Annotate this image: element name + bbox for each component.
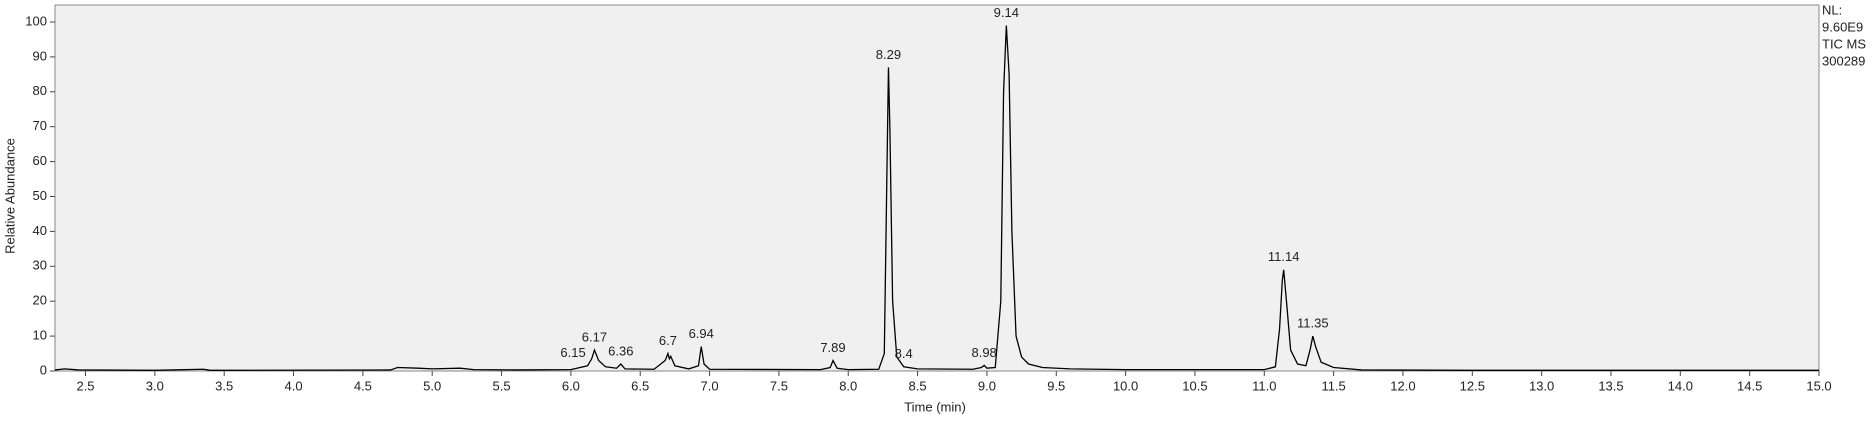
peak-label: 6.17 (582, 329, 607, 344)
x-tick-label: 10.5 (1182, 378, 1207, 393)
peak-label: 6.94 (689, 326, 714, 341)
x-tick-label: 4.0 (284, 378, 302, 393)
x-tick-label: 10.0 (1113, 378, 1138, 393)
x-tick-label: 9.0 (978, 378, 996, 393)
chromatogram-line (54, 25, 1819, 371)
y-tick-label: 30 (33, 258, 47, 273)
side-note: 300289 (1822, 53, 1865, 68)
peak-label: 9.14 (994, 5, 1019, 20)
x-tick-label: 12.0 (1390, 378, 1415, 393)
x-tick-label: 13.5 (1598, 378, 1623, 393)
y-tick-label: 0 (40, 362, 47, 377)
x-tick-label: 7.0 (701, 378, 719, 393)
peak-label: 8.98 (971, 345, 996, 360)
peak-label: 11.35 (1297, 316, 1329, 331)
x-tick-label: 11.0 (1252, 378, 1276, 393)
x-tick-label: 7.5 (770, 378, 788, 393)
x-tick-label: 14.0 (1668, 378, 1693, 393)
y-axis-label: Relative Abundance (2, 138, 17, 254)
peak-label: 11.14 (1268, 249, 1300, 264)
side-note: NL: (1822, 2, 1842, 17)
y-tick-label: 20 (33, 293, 47, 308)
x-tick-label: 4.5 (354, 378, 372, 393)
x-axis-label: Time (min) (904, 399, 966, 414)
x-tick-label: 14.5 (1737, 378, 1762, 393)
x-tick-label: 5.5 (493, 378, 511, 393)
x-tick-label: 3.0 (146, 378, 164, 393)
side-note: 9.60E9 (1822, 19, 1863, 34)
peak-label: 6.15 (560, 345, 585, 360)
y-tick-label: 80 (33, 83, 47, 98)
x-tick-label: 8.5 (909, 378, 927, 393)
x-tick-label: 2.5 (76, 378, 94, 393)
peak-label: 6.7 (659, 333, 677, 348)
y-tick-label: 40 (33, 223, 47, 238)
y-tick-label: 100 (25, 13, 47, 28)
x-tick-label: 6.5 (631, 378, 649, 393)
x-tick-label: 5.0 (423, 378, 441, 393)
x-tick-label: 3.5 (215, 378, 233, 393)
x-tick-label: 15.0 (1806, 378, 1831, 393)
x-tick-label: 6.0 (562, 378, 580, 393)
peak-label: 6.36 (608, 343, 633, 358)
x-tick-label: 9.5 (1047, 378, 1065, 393)
plot-area (54, 4, 1820, 372)
peak-label: 8.4 (895, 346, 913, 361)
y-tick-label: 10 (33, 328, 47, 343)
x-tick-label: 12.5 (1460, 378, 1485, 393)
y-tick-label: 70 (33, 118, 47, 133)
side-note: TIC MS (1822, 36, 1866, 51)
peak-label: 8.29 (876, 47, 901, 62)
x-tick-label: 8.0 (839, 378, 857, 393)
peak-label: 7.89 (820, 340, 845, 355)
x-tick-label: 13.0 (1529, 378, 1554, 393)
y-tick-label: 90 (33, 48, 47, 63)
y-tick-label: 60 (33, 153, 47, 168)
x-tick-label: 11.5 (1321, 378, 1345, 393)
y-tick-label: 50 (33, 188, 47, 203)
